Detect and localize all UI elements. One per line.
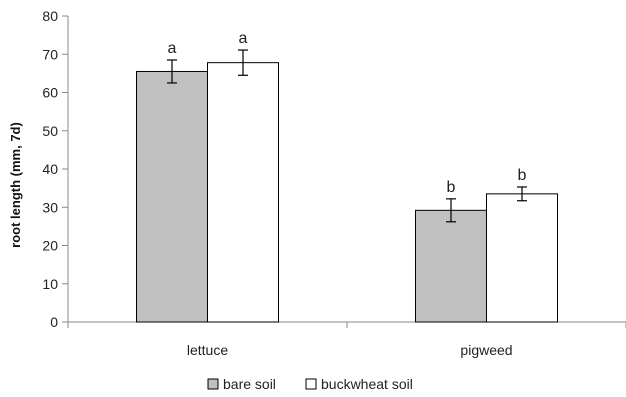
y-tick-label: 20 — [42, 238, 58, 254]
y-axis: 0 10 20 30 40 50 60 70 80 — [42, 8, 69, 330]
significance-labels: a a b b — [168, 30, 527, 196]
error-bars — [167, 49, 527, 223]
y-tick-label: 70 — [42, 46, 58, 62]
legend-label: bare soil — [223, 376, 276, 392]
y-tick-label: 80 — [42, 8, 58, 24]
bar — [486, 193, 558, 323]
legend-swatch — [305, 378, 317, 390]
bar — [415, 209, 487, 323]
y-axis-label: root length (mm, 7d) — [8, 122, 23, 248]
legend: bare soil buckwheat soil — [207, 376, 413, 392]
x-tick-label: pigweed — [460, 342, 512, 358]
legend-swatch — [207, 378, 219, 390]
y-tick-label: 50 — [42, 123, 58, 139]
y-tick-label: 10 — [42, 276, 58, 292]
bars — [136, 62, 558, 323]
y-tick-label: 60 — [42, 85, 58, 101]
significance-letter: b — [518, 167, 527, 184]
bar — [136, 70, 208, 323]
y-tick-label: 40 — [42, 161, 58, 177]
x-tick-label: lettuce — [187, 342, 228, 358]
y-tick-label: 0 — [50, 314, 58, 330]
y-tick-label: 30 — [42, 199, 58, 215]
bar — [207, 62, 279, 323]
x-axis: lettuce pigweed — [67, 321, 626, 358]
significance-letter: b — [447, 179, 456, 196]
significance-letter: a — [168, 40, 177, 57]
legend-label: buckwheat soil — [321, 376, 413, 392]
significance-letter: a — [239, 30, 248, 47]
